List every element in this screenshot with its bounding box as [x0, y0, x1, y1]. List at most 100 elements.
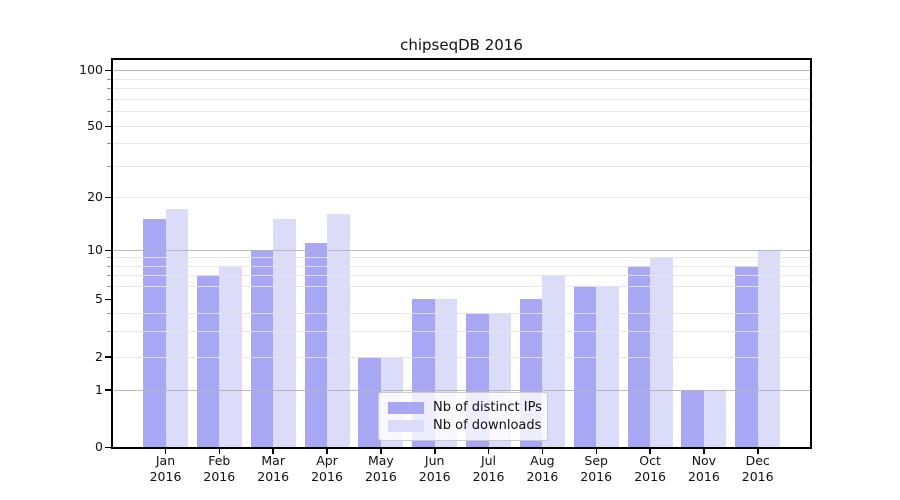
y-tick-label-10: 10 — [87, 242, 103, 257]
bar-ips-nov — [681, 389, 704, 447]
y-minor-tick-4 — [107, 313, 111, 314]
x-tick-jul — [487, 449, 490, 454]
month-year: 2016 — [526, 468, 559, 484]
x-tick-label-dec: Dec 2016 — [728, 453, 788, 484]
bar-downloads-nov — [703, 389, 727, 447]
legend: Nb of distinct IPs Nb of downloads — [378, 392, 548, 441]
minor-gridline-70 — [113, 98, 810, 100]
month-year: 2016 — [580, 468, 613, 484]
bar-downloads-jan — [165, 209, 188, 447]
bar-ips-mar — [250, 250, 274, 447]
bar-ips-apr — [304, 242, 327, 447]
grid-layer — [113, 60, 810, 447]
y-minor-tick-60 — [107, 111, 111, 113]
bar-downloads-apr — [327, 214, 350, 447]
y-minor-tick-7 — [107, 275, 111, 277]
minor-gridline-80 — [113, 88, 810, 89]
month-year: 2016 — [311, 468, 343, 484]
legend-item-downloads: Nb of downloads — [388, 417, 543, 434]
x-tick-label-jan: Jan 2016 — [136, 453, 196, 484]
month-name: Dec — [745, 453, 770, 468]
month-name: Jan — [155, 453, 176, 468]
y-minor-tick-8 — [107, 265, 111, 267]
bar-downloads-oct — [650, 257, 673, 447]
x-tick-may — [380, 449, 382, 454]
month-name: Aug — [530, 453, 555, 468]
x-tick-aug — [541, 449, 544, 454]
x-tick-label-jun: Jun 2016 — [405, 453, 465, 484]
x-tick-jan — [164, 449, 167, 454]
bar-ips-feb — [196, 275, 220, 447]
minor-gridline-3 — [113, 331, 810, 333]
legend-label-distinct-ips: Nb of distinct IPs — [433, 400, 542, 415]
month-name: Sep — [584, 453, 608, 468]
bar-downloads-dec — [757, 250, 781, 447]
y-tick-0 — [105, 446, 111, 448]
y-tick-label-1: 1 — [95, 381, 103, 397]
y-tick-20 — [105, 196, 111, 198]
x-tick-feb — [218, 449, 221, 454]
y-tick-label-0: 0 — [95, 439, 103, 454]
minor-gridline-60 — [113, 111, 810, 113]
x-tick-label-oct: Oct 2016 — [620, 453, 680, 484]
month-name: Jun — [424, 453, 445, 468]
month-name: Mar — [261, 453, 285, 468]
plot-area: Nb of distinct IPs Nb of downloads — [111, 58, 812, 449]
month-year: 2016 — [257, 468, 290, 484]
x-tick-nov — [703, 449, 705, 454]
major-gridline-1 — [113, 389, 810, 391]
legend-swatch-downloads — [388, 419, 424, 432]
y-tick-50 — [105, 125, 111, 127]
x-tick-label-jul: Jul 2016 — [459, 453, 519, 484]
month-year: 2016 — [472, 468, 505, 484]
legend-item-distinct-ips: Nb of distinct IPs — [388, 399, 543, 416]
y-minor-tick-30 — [107, 165, 111, 167]
legend-label-downloads: Nb of downloads — [433, 418, 542, 433]
month-name: Jul — [480, 453, 497, 468]
chart-title: chipseqDB 2016 — [400, 36, 523, 54]
month-name: Nov — [691, 453, 717, 468]
y-minor-tick-80 — [107, 88, 111, 89]
x-tick-mar — [272, 449, 274, 454]
major-gridline-100 — [113, 70, 810, 71]
y-minor-tick-40 — [107, 143, 111, 145]
month-year: 2016 — [687, 468, 720, 484]
y-tick-100 — [105, 69, 111, 71]
minor-gridline-8 — [113, 265, 810, 267]
y-minor-tick-70 — [107, 98, 111, 100]
month-name: Feb — [208, 453, 231, 468]
bar-downloads-aug — [542, 275, 565, 447]
x-tick-label-aug: Aug 2016 — [512, 453, 572, 484]
month-year: 2016 — [418, 468, 451, 484]
month-name: May — [367, 453, 394, 468]
minor-gridline-2 — [113, 356, 810, 358]
minor-gridline-4 — [113, 313, 810, 314]
month-year: 2016 — [364, 468, 397, 484]
y-tick-label-100: 100 — [79, 62, 103, 77]
minor-gridline-7 — [113, 275, 810, 277]
month-name: Oct — [639, 453, 661, 468]
y-tick-2 — [105, 356, 111, 358]
minor-gridline-20 — [113, 197, 810, 198]
x-tick-dec — [757, 449, 759, 454]
x-tick-oct — [649, 449, 651, 454]
y-tick-label-20: 20 — [87, 189, 103, 204]
x-tick-sep — [595, 449, 597, 454]
y-tick-label-50: 50 — [87, 118, 103, 133]
month-year: 2016 — [149, 468, 182, 484]
y-minor-tick-90 — [107, 78, 111, 80]
x-tick-jun — [434, 449, 436, 454]
minor-gridline-30 — [113, 165, 810, 167]
bar-ips-oct — [627, 265, 651, 447]
month-name: Apr — [316, 453, 338, 468]
minor-gridline-50 — [113, 126, 810, 127]
major-gridline-10 — [113, 250, 810, 251]
minor-gridline-90 — [113, 78, 810, 80]
bar-ips-may — [358, 356, 381, 447]
month-year: 2016 — [741, 468, 774, 484]
bar-ips-sep — [573, 286, 597, 447]
y-tick-label-5: 5 — [95, 291, 103, 306]
legend-swatch-distinct-ips — [388, 401, 424, 414]
y-minor-tick-6 — [107, 286, 111, 288]
